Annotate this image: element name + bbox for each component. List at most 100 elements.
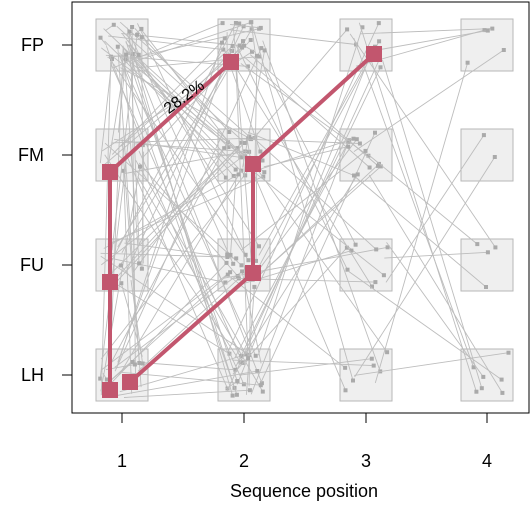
background-point: [255, 369, 260, 373]
background-point: [139, 26, 144, 31]
background-point: [363, 148, 368, 153]
background-line: [236, 59, 370, 385]
background-point: [237, 21, 242, 26]
background-point: [471, 365, 476, 370]
background-point: [230, 393, 235, 398]
background-point: [499, 377, 504, 382]
background-point: [247, 388, 252, 393]
y-tick-label: LH: [21, 365, 44, 385]
plot-frame: [71, 1, 530, 414]
background-point: [111, 22, 116, 27]
background-point: [228, 270, 233, 275]
background-point: [121, 168, 126, 173]
background-line: [100, 252, 228, 258]
background-point: [366, 153, 371, 158]
background-line: [347, 270, 502, 380]
x-axis: 1 2 3 4: [117, 413, 492, 471]
background-line: [226, 58, 381, 392]
background-line: [123, 170, 133, 394]
background-line: [120, 283, 143, 357]
background-line: [241, 150, 366, 251]
background-line: [123, 389, 250, 398]
background-point: [227, 130, 232, 134]
highlight-path-1: [108, 60, 233, 390]
background-point: [374, 247, 379, 252]
background-point: [354, 137, 359, 142]
background-line: [123, 28, 260, 61]
background-point: [493, 245, 498, 250]
background-line: [105, 45, 144, 146]
background-line: [229, 276, 346, 369]
background-point: [344, 245, 349, 250]
background-point: [243, 252, 248, 257]
background-line: [358, 22, 477, 392]
background-line: [384, 251, 488, 259]
background-point: [243, 173, 248, 178]
background-point: [225, 255, 230, 259]
background-line: [385, 134, 485, 283]
background-line: [112, 22, 223, 69]
x-tick-label: 1: [117, 451, 127, 471]
background-point: [221, 47, 226, 52]
background-point: [481, 374, 486, 379]
background-line: [354, 156, 496, 378]
background-point: [485, 250, 490, 255]
background-point: [378, 65, 383, 70]
background-line: [353, 49, 505, 152]
background-point: [254, 258, 258, 263]
background-line: [130, 280, 144, 364]
y-tick-label: FP: [21, 35, 44, 55]
background-line: [381, 59, 483, 389]
background-point: [360, 25, 365, 30]
background-line: [263, 146, 349, 168]
background-point: [222, 36, 227, 41]
background-point: [378, 164, 383, 169]
background-point: [465, 60, 470, 65]
background-point: [135, 32, 140, 37]
highlighted-paths: [102, 46, 382, 398]
background-point: [241, 39, 245, 44]
background-line: [101, 156, 242, 266]
background-line: [229, 23, 261, 29]
highlight-point: [102, 382, 118, 398]
background-point: [249, 27, 254, 32]
background-line: [114, 267, 247, 368]
background-point: [130, 360, 135, 364]
background-line: [120, 45, 234, 147]
background-line: [243, 56, 370, 168]
background-line: [133, 142, 229, 273]
background-line: [242, 50, 266, 168]
background-line: [113, 63, 249, 261]
x-tick-label: 4: [482, 451, 492, 471]
background-transitions: [98, 20, 511, 398]
background-line: [235, 67, 381, 367]
background-line: [247, 166, 385, 276]
background-point: [249, 20, 254, 25]
background-point: [349, 248, 354, 253]
background-line: [232, 359, 374, 367]
x-tick-label: 3: [361, 451, 371, 471]
background-point: [131, 52, 136, 56]
background-line: [119, 355, 242, 393]
background-line: [107, 53, 134, 58]
background-point: [355, 172, 360, 177]
background-point: [140, 361, 145, 366]
background-line: [128, 31, 140, 245]
x-tick-label: 2: [239, 451, 249, 471]
background-point: [239, 168, 244, 173]
background-point: [343, 365, 348, 370]
background-point: [223, 175, 228, 180]
background-point: [130, 25, 135, 29]
background-point: [367, 165, 372, 170]
background-point: [353, 242, 358, 247]
background-point: [260, 389, 265, 394]
background-point: [474, 389, 479, 394]
highlight-point: [102, 164, 118, 180]
background-line: [134, 143, 250, 153]
background-line: [135, 160, 247, 355]
background-point: [370, 284, 374, 289]
background-point: [127, 29, 132, 34]
background-point: [98, 35, 103, 40]
highlight-point: [245, 265, 261, 281]
state-cell: [460, 238, 514, 292]
